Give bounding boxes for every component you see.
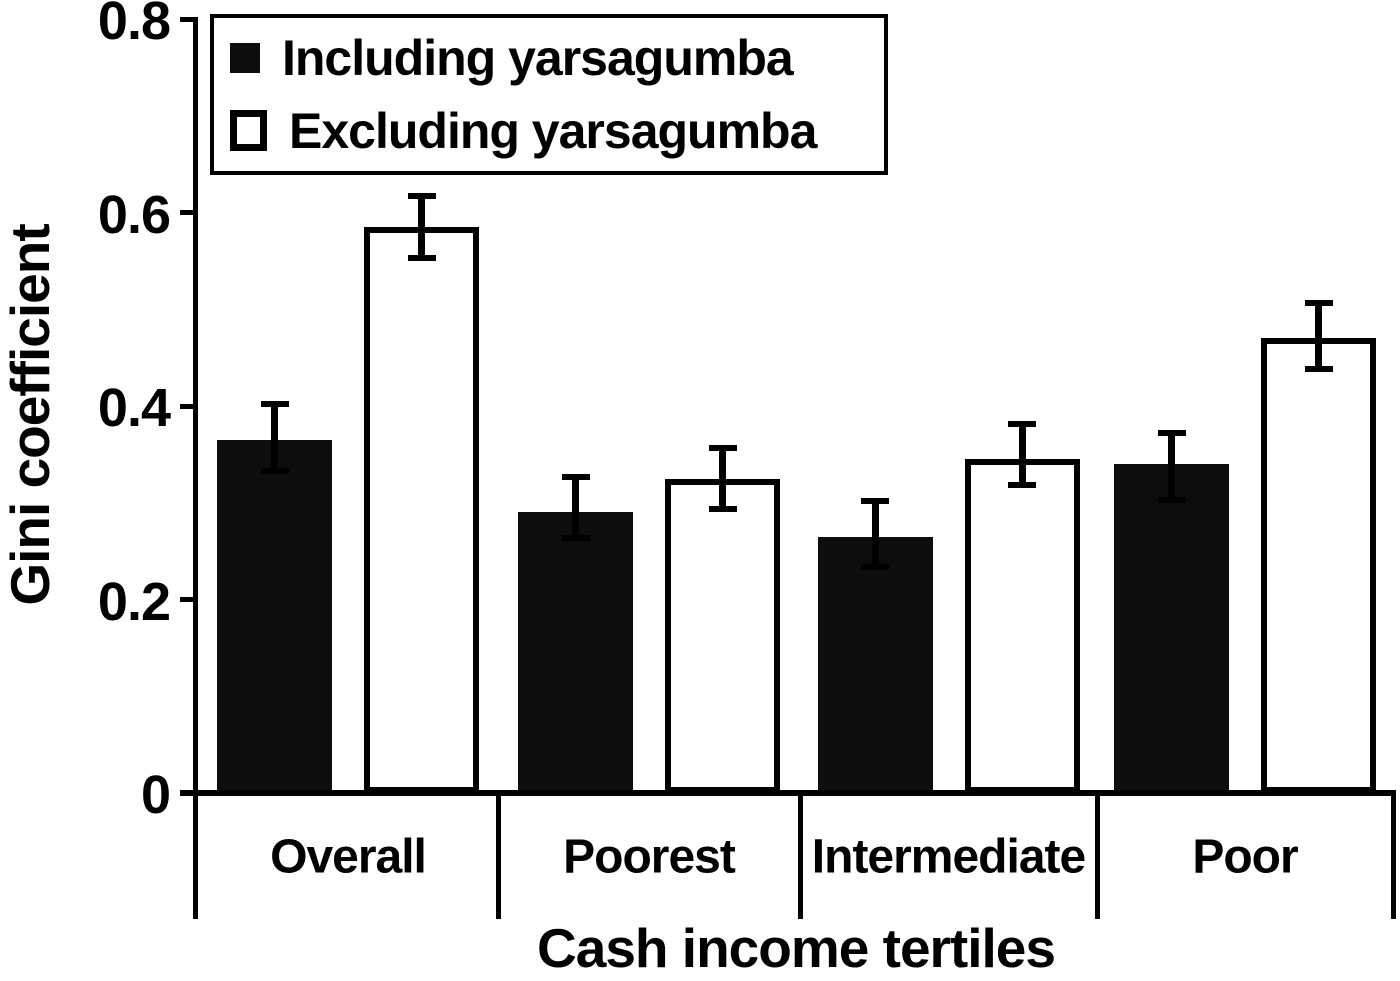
category-divider [1390, 793, 1396, 919]
error-cap-top-poorest-including [561, 473, 590, 480]
bar-intermediate-including [817, 536, 933, 793]
y-tick-label-0.6: 0.6 [97, 184, 171, 245]
x-tick-label-poor: Poor [1192, 830, 1298, 884]
error-cap-bottom-poorest-including [561, 535, 590, 542]
error-whisker-poor-excluding [1315, 299, 1322, 373]
legend-item-excluding: Excluding yarsagumba [230, 106, 884, 156]
error-cap-top-overall-including [260, 401, 289, 408]
error-whisker-overall-including [271, 401, 278, 474]
bar-overall-excluding [364, 227, 479, 793]
error-whisker-intermediate-excluding [1018, 420, 1026, 489]
error-cap-bottom-intermediate-including [861, 564, 889, 571]
x-tick-label-intermediate: Intermediate [811, 830, 1086, 884]
y-tick-label-0.2: 0.2 [97, 571, 171, 632]
error-cap-top-overall-excluding [407, 193, 436, 200]
bar-poor-excluding [1261, 338, 1376, 793]
legend-label-excluding: Excluding yarsagumba [289, 102, 817, 159]
y-tick-0.8 [180, 16, 198, 22]
legend-swatch-filled-square [230, 43, 260, 74]
legend-item-including: Including yarsagumba [230, 33, 884, 83]
y-tick-0.2 [180, 597, 198, 602]
bar-poorest-including [518, 512, 633, 793]
error-whisker-poorest-excluding [719, 444, 726, 513]
category-divider [1094, 793, 1100, 919]
error-cap-bottom-overall-including [260, 467, 289, 474]
error-cap-bottom-poorest-excluding [708, 506, 737, 513]
bar-poorest-excluding [665, 478, 780, 793]
category-divider [797, 793, 803, 919]
y-tick-label-0.4: 0.4 [97, 378, 171, 438]
error-cap-bottom-poor-excluding [1304, 366, 1333, 373]
x-axis-title: Cash income tertiles [537, 917, 1056, 979]
y-axis-line [193, 17, 198, 919]
error-whisker-poor-including [1168, 430, 1175, 503]
y-tick-0.4 [180, 403, 198, 409]
bar-overall-including [217, 439, 332, 793]
error-cap-top-poor-excluding [1304, 299, 1333, 306]
error-cap-top-poorest-excluding [708, 444, 737, 451]
y-tick-label-0.8: 0.8 [97, 0, 171, 51]
error-cap-top-intermediate-including [861, 497, 889, 504]
x-tick-label-poorest: Poorest [563, 830, 736, 884]
error-cap-top-poor-including [1157, 430, 1186, 437]
error-whisker-overall-excluding [418, 193, 425, 261]
error-cap-bottom-intermediate-excluding [1008, 482, 1036, 489]
error-cap-bottom-poor-including [1157, 496, 1186, 503]
y-tick-label-0: 0 [140, 765, 171, 825]
legend-swatch-open-square [230, 110, 267, 152]
error-cap-top-intermediate-excluding [1008, 420, 1036, 427]
bar-poor-including [1114, 464, 1229, 793]
legend-label-including: Including yarsagumba [282, 30, 794, 87]
bar-intermediate-excluding [964, 459, 1080, 793]
y-tick-0.6 [180, 210, 198, 215]
x-tick-label-overall: Overall [270, 830, 427, 884]
legend: Including yarsagumba Excluding yarsagumb… [210, 14, 888, 175]
x-axis-line [180, 790, 1396, 796]
error-whisker-intermediate-including [871, 497, 879, 571]
category-divider [495, 793, 501, 919]
error-whisker-poorest-including [572, 473, 579, 542]
error-cap-bottom-overall-excluding [407, 254, 436, 261]
